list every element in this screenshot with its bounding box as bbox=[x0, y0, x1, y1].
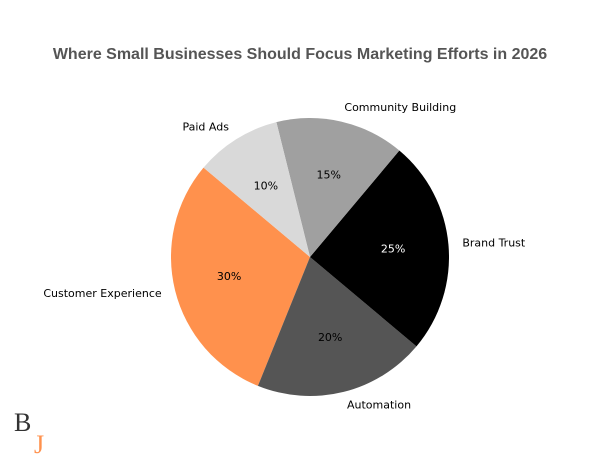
logo-letter: J bbox=[34, 430, 44, 459]
slice-label: Community Building bbox=[344, 101, 456, 114]
pie-slice bbox=[257, 257, 417, 397]
pie-slice bbox=[276, 117, 400, 257]
value-label: 30% bbox=[217, 270, 241, 283]
pie-slice bbox=[203, 122, 310, 257]
slice-label: Customer Experience bbox=[43, 287, 162, 300]
value-label: 10% bbox=[254, 179, 278, 192]
pie-slice bbox=[310, 150, 449, 347]
slice-label: Paid Ads bbox=[183, 120, 230, 133]
slice-label: Automation bbox=[347, 398, 411, 411]
chart-title: Where Small Businesses Should Focus Mark… bbox=[53, 46, 547, 63]
value-label: 20% bbox=[318, 331, 342, 344]
pie-slice bbox=[170, 167, 310, 386]
value-label: 15% bbox=[317, 169, 341, 182]
logo-letter: B bbox=[14, 408, 31, 437]
value-label: 25% bbox=[381, 243, 405, 256]
slice-label: Brand Trust bbox=[462, 237, 526, 250]
